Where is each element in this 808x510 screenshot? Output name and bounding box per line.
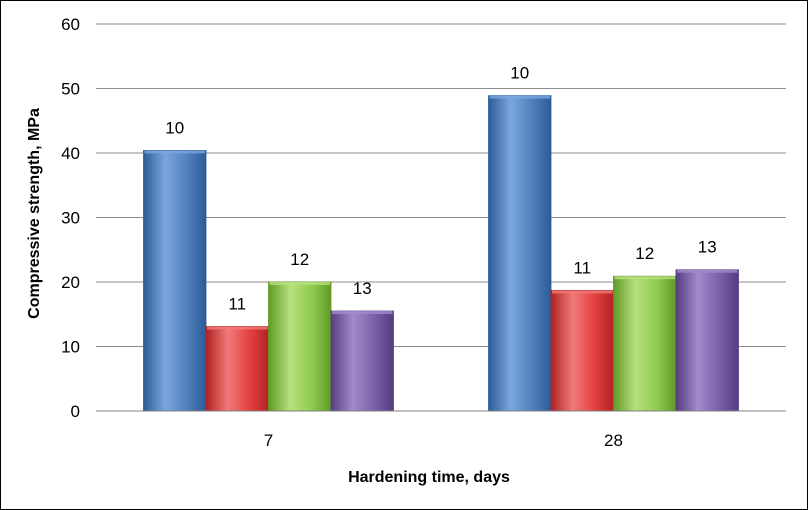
- y-axis-title: Compressive strength, MPa: [26, 108, 43, 319]
- y-axis-ticks: 0 10 20 30 40 50 60: [61, 15, 80, 421]
- bars: [143, 95, 739, 412]
- data-label: 11: [228, 295, 246, 314]
- bar-top-highlight: [614, 276, 675, 280]
- bar-top-highlight: [207, 326, 268, 330]
- y-tick-label: 50: [61, 80, 80, 99]
- y-tick-label: 30: [61, 209, 80, 228]
- data-label: 10: [510, 64, 529, 83]
- bar: [675, 269, 739, 412]
- bar-top-highlight: [332, 311, 393, 315]
- bar: [550, 289, 614, 412]
- bar: [268, 281, 332, 412]
- y-tick-label: 60: [61, 15, 80, 34]
- y-tick-label: 20: [61, 273, 80, 292]
- bar: [330, 310, 394, 412]
- data-label: 12: [635, 244, 654, 263]
- bar-top-highlight: [144, 150, 205, 154]
- x-axis-title: Hardening time, days: [348, 469, 510, 486]
- y-tick-label: 0: [71, 402, 80, 421]
- y-tick-label: 10: [61, 338, 80, 357]
- data-label: 13: [353, 279, 372, 298]
- x-axis-ticks: 7 28: [264, 431, 623, 450]
- x-tick-label: 7: [264, 431, 273, 450]
- x-tick-label: 28: [604, 431, 623, 450]
- data-label: 13: [698, 238, 717, 257]
- y-tick-label: 40: [61, 144, 80, 163]
- bar-top-highlight: [552, 290, 613, 294]
- bar: [613, 275, 677, 412]
- bar: [205, 326, 269, 412]
- bar-top-highlight: [269, 282, 330, 285]
- bar-top-highlight: [489, 95, 550, 99]
- data-labels: 10 11 12 13 10 11 12 13: [165, 64, 716, 314]
- bar-top-highlight: [677, 269, 738, 273]
- data-label: 10: [165, 118, 184, 137]
- bar: [488, 95, 552, 412]
- data-label: 11: [573, 258, 591, 277]
- data-label: 12: [290, 250, 309, 269]
- bar: [143, 150, 207, 412]
